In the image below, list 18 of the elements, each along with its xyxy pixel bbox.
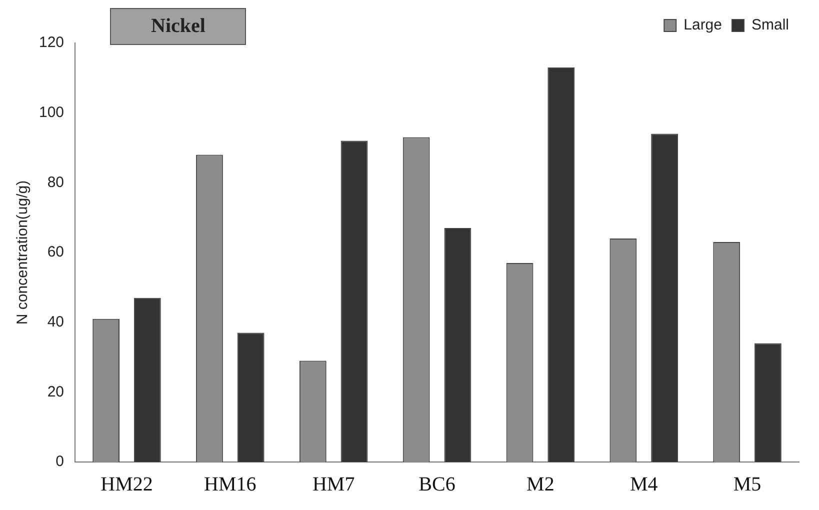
x-tick-label: M2 xyxy=(526,473,554,496)
y-tick-label: 120 xyxy=(38,34,64,52)
y-tick-label: 100 xyxy=(38,104,64,121)
y-tick-label: 40 xyxy=(47,313,64,330)
x-tick-label: HM22 xyxy=(100,473,153,496)
x-tick-label: BC6 xyxy=(418,473,456,496)
title-box: Nickel xyxy=(110,8,246,45)
legend-label: Small xyxy=(751,16,790,34)
y-axis-title: N concentration(ug/g) xyxy=(14,180,32,325)
x-tick-label: M5 xyxy=(733,473,762,496)
y-tick-label: 0 xyxy=(56,453,64,470)
y-tick-label: 20 xyxy=(47,383,64,400)
legend-label: Large xyxy=(684,16,722,34)
x-tick-label: HM7 xyxy=(312,473,355,496)
x-tick-label: HM16 xyxy=(204,473,256,496)
x-tick-label: M4 xyxy=(630,473,658,496)
y-tick-label: 80 xyxy=(47,174,64,191)
y-tick-label: 60 xyxy=(47,244,64,261)
